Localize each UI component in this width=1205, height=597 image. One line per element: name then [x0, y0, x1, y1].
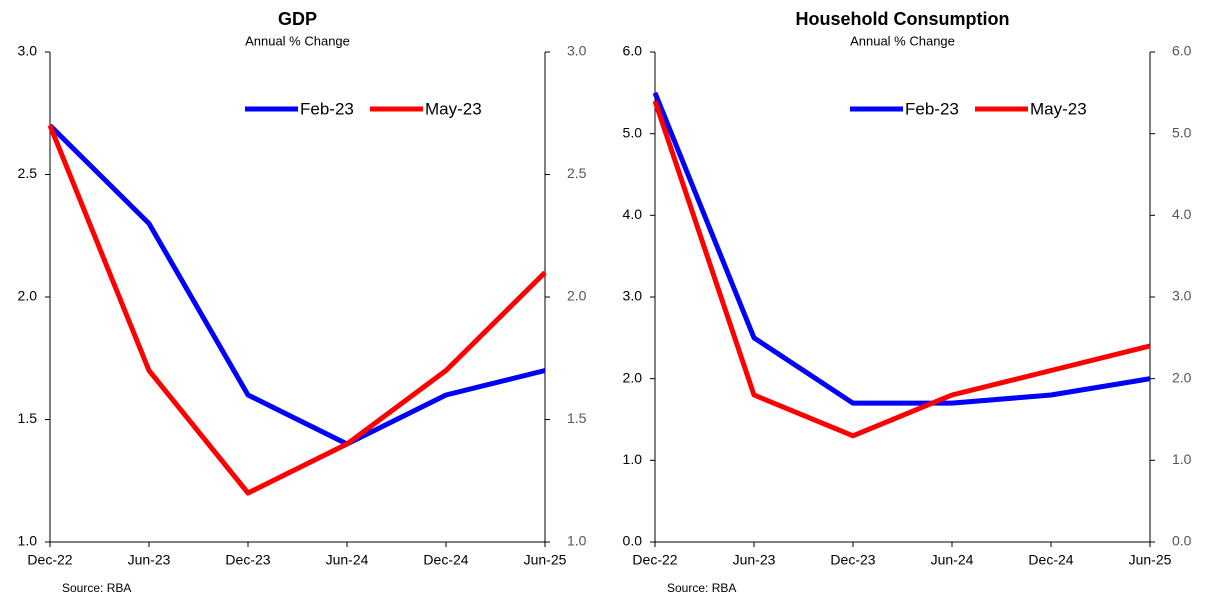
- y-tick-label: 2.0: [623, 369, 643, 385]
- y-tick-label: 2.5: [18, 165, 38, 181]
- y-tick-label: 1.5: [18, 410, 38, 426]
- series-line: [652, 91, 1151, 406]
- source-note: Source: RBA: [667, 581, 736, 595]
- x-tick-label: Jun-24: [326, 552, 369, 568]
- x-tick-label: Dec-22: [632, 552, 677, 568]
- source-note: Source: RBA: [62, 581, 131, 595]
- x-tick-label: Jun-23: [733, 552, 776, 568]
- y2-tick-label: 2.5: [567, 165, 587, 181]
- y-tick-label: 1.0: [18, 533, 38, 549]
- y2-tick-label: 0.0: [1172, 533, 1192, 549]
- y-tick-label: 4.0: [623, 206, 643, 222]
- legend-label: May-23: [425, 99, 482, 118]
- y-tick-label: 5.0: [623, 124, 643, 140]
- x-tick-label: Jun-24: [931, 552, 974, 568]
- series-line: [652, 100, 1151, 439]
- x-tick-label: Jun-23: [128, 552, 171, 568]
- y-tick-label: 2.0: [18, 288, 38, 304]
- x-tick-label: Jun-25: [524, 552, 567, 568]
- y2-tick-label: 1.0: [1172, 451, 1192, 467]
- legend-label: Feb-23: [300, 99, 354, 118]
- x-tick-label: Jun-25: [1129, 552, 1172, 568]
- chart-subtitle: Annual % Change: [850, 33, 955, 48]
- y2-tick-label: 2.0: [1172, 369, 1192, 385]
- y2-tick-label: 3.0: [1172, 288, 1192, 304]
- series-line: [48, 123, 546, 447]
- y-tick-label: 3.0: [623, 288, 643, 304]
- x-tick-label: Dec-23: [830, 552, 875, 568]
- y2-tick-label: 4.0: [1172, 206, 1192, 222]
- y2-tick-label: 1.5: [567, 410, 587, 426]
- legend-label: May-23: [1030, 99, 1087, 118]
- y2-tick-label: 2.0: [567, 288, 587, 304]
- x-tick-label: Dec-22: [27, 552, 72, 568]
- legend-label: Feb-23: [905, 99, 959, 118]
- y2-tick-label: 1.0: [567, 533, 587, 549]
- y-tick-label: 6.0: [623, 43, 643, 59]
- chart-subtitle: Annual % Change: [245, 33, 350, 48]
- y2-tick-label: 6.0: [1172, 43, 1192, 59]
- y-tick-label: 3.0: [18, 43, 38, 59]
- series-line: [47, 124, 547, 496]
- y-tick-label: 1.0: [623, 451, 643, 467]
- y2-tick-label: 3.0: [567, 43, 587, 59]
- x-tick-label: Dec-24: [423, 552, 468, 568]
- chart-title: GDP: [278, 9, 317, 29]
- x-tick-label: Dec-24: [1028, 552, 1073, 568]
- y2-tick-label: 5.0: [1172, 124, 1192, 140]
- chart-title: Household Consumption: [796, 9, 1010, 29]
- x-tick-label: Dec-23: [225, 552, 270, 568]
- y-tick-label: 0.0: [623, 533, 643, 549]
